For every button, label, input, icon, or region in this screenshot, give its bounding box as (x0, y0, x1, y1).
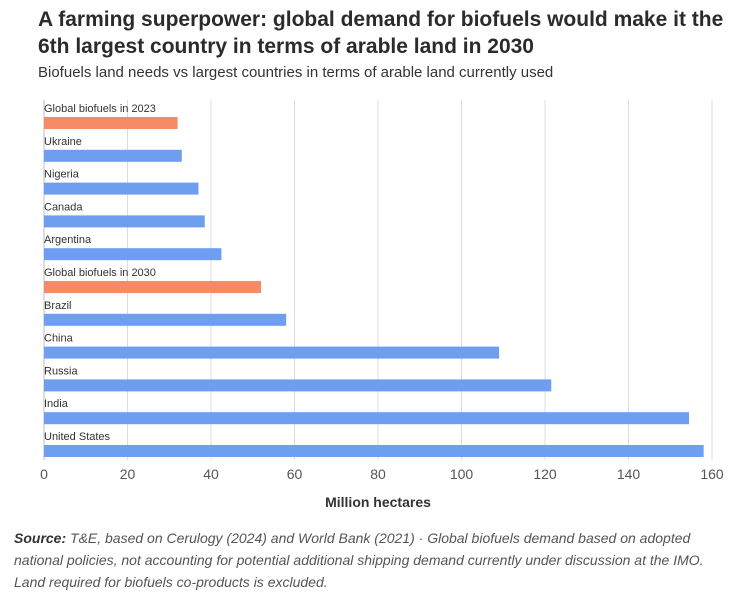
x-tick-label: 80 (370, 466, 386, 482)
x-tick-labels: 0 20 40 60 80 100 120 140 160 (40, 466, 724, 482)
category-label: Russia (44, 365, 79, 377)
bar (44, 117, 178, 129)
chart-title: A farming superpower: global demand for … (38, 8, 724, 58)
category-label: Canada (44, 201, 83, 213)
source-text: T&E, based on Cerulogy (2024) and World … (14, 530, 704, 590)
source-footnote: Source: T&E, based on Cerulogy (2024) an… (14, 527, 729, 593)
x-tick-label: 40 (203, 466, 219, 482)
bars-group (44, 117, 704, 457)
bar (44, 182, 199, 195)
bar (44, 346, 500, 359)
bar-chart: Global biofuels in 2023 Ukraine Nigeria Can… (40, 100, 724, 510)
bar (44, 313, 287, 326)
category-label: Brazil (44, 300, 72, 312)
x-tick-label: 160 (700, 466, 724, 482)
source-label: Source: (14, 530, 67, 546)
category-label: United States (44, 431, 111, 443)
chart-subtitle: Biofuels land needs vs largest countries… (38, 64, 554, 81)
bar (44, 379, 552, 392)
x-tick-label: 60 (287, 466, 303, 482)
category-label: Nigeria (44, 169, 80, 181)
category-label: Global biofuels in 2023 (44, 103, 156, 115)
x-tick-label: 120 (533, 466, 557, 482)
x-tick-label: 0 (40, 466, 48, 482)
category-label: India (44, 398, 69, 410)
x-tick-label: 140 (617, 466, 641, 482)
category-labels: Global biofuels in 2023 Ukraine Nigeria Can… (44, 103, 156, 443)
category-label: Argentina (44, 234, 92, 246)
bar (44, 412, 690, 425)
bar (44, 149, 182, 162)
x-axis-label: Million hectares (325, 494, 431, 510)
category-label: China (44, 333, 74, 345)
x-tick-label: 20 (120, 466, 136, 482)
bar (44, 215, 205, 228)
bar (44, 248, 222, 261)
category-label: Global biofuels in 2030 (44, 267, 156, 279)
bar (44, 281, 262, 293)
x-tick-label: 100 (450, 466, 474, 482)
bar (44, 445, 704, 457)
category-label: Ukraine (44, 136, 82, 148)
